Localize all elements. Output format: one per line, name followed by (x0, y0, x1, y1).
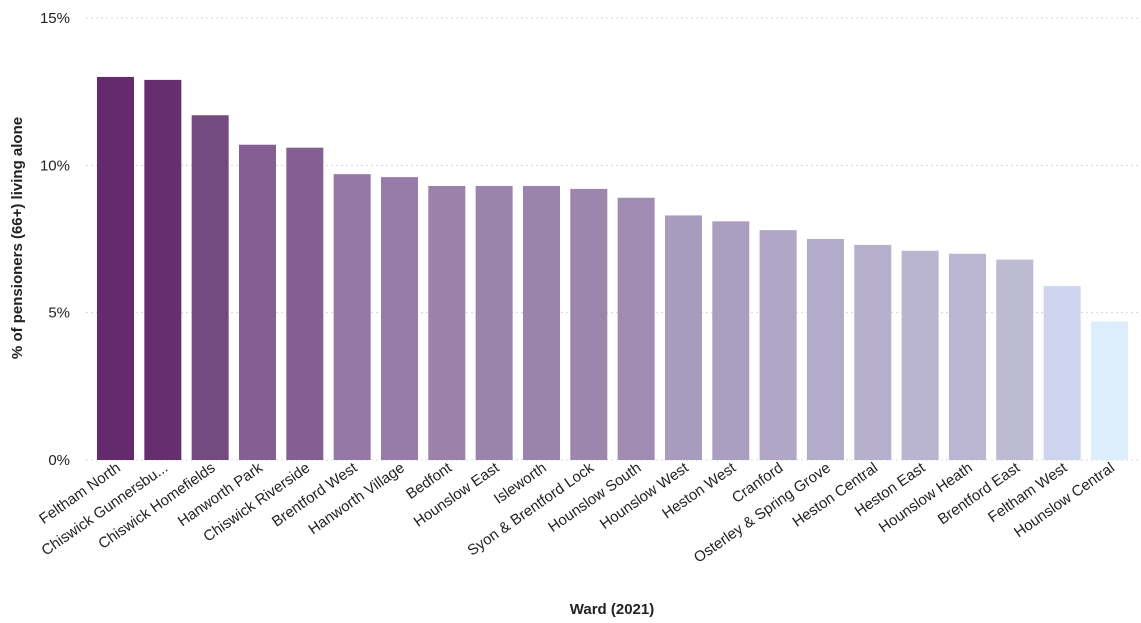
bar[interactable] (760, 230, 797, 460)
bar[interactable] (523, 186, 560, 460)
bar[interactable] (192, 115, 229, 460)
bar[interactable] (712, 221, 749, 460)
bar[interactable] (97, 77, 134, 460)
bar[interactable] (996, 260, 1033, 460)
x-axis-title: Ward (2021) (570, 601, 654, 618)
bar[interactable] (807, 239, 844, 460)
bar[interactable] (144, 80, 181, 460)
y-axis-title: % of pensioners (66+) living alone (9, 117, 26, 359)
bar[interactable] (618, 198, 655, 460)
bars (97, 77, 1128, 460)
bar[interactable] (854, 245, 891, 460)
bar[interactable] (239, 145, 276, 460)
bar[interactable] (381, 177, 418, 460)
bar[interactable] (286, 148, 323, 460)
bar[interactable] (570, 189, 607, 460)
y-tick-label: 15% (40, 10, 70, 27)
bar[interactable] (949, 254, 986, 460)
bar[interactable] (476, 186, 513, 460)
bar[interactable] (1044, 286, 1081, 460)
y-tick-label: 5% (48, 305, 70, 322)
x-tick-label: Hounslow East (411, 459, 503, 531)
bar[interactable] (902, 251, 939, 460)
y-axis-ticks: 0% 5% 10% 15% (40, 10, 70, 469)
bar[interactable] (665, 215, 702, 460)
bar[interactable] (334, 174, 371, 460)
y-tick-label: 10% (40, 157, 70, 174)
bar[interactable] (428, 186, 465, 460)
bar[interactable] (1091, 322, 1128, 460)
y-tick-label: 0% (48, 452, 70, 469)
